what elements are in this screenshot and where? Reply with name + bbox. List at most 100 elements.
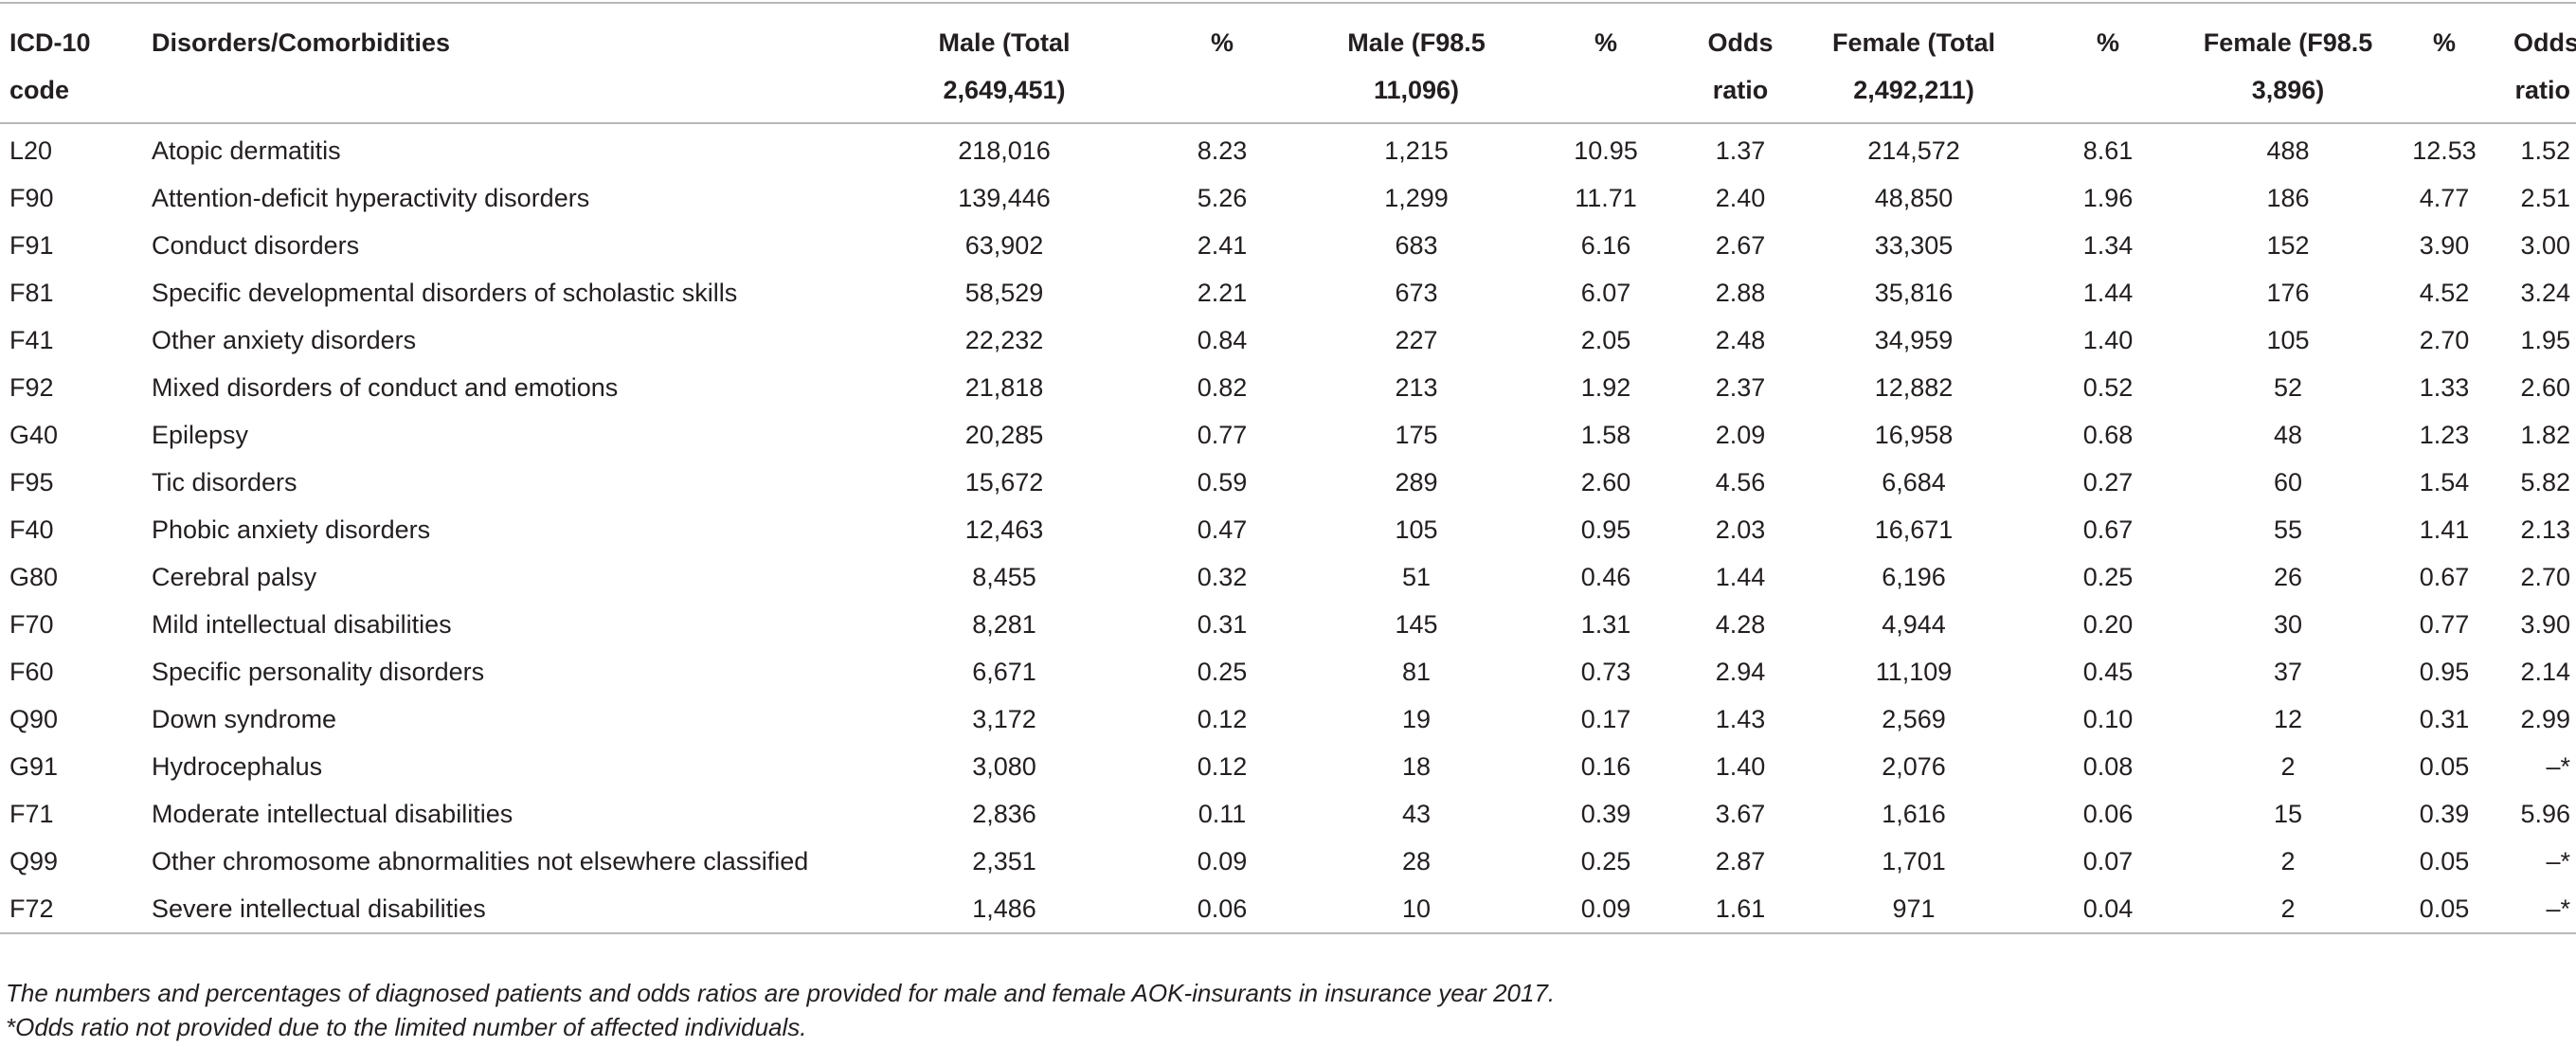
cell-male-total-pct: 5.26 — [1197, 184, 1248, 212]
cell-male-total: 3,172 — [972, 705, 1036, 733]
cell-code: F95 — [9, 468, 54, 496]
cell-male-f985-pct: 1.31 — [1580, 610, 1631, 639]
cell-male-f985: 1,299 — [1384, 184, 1449, 212]
cell-male-odds-ratio: 1.40 — [1715, 752, 1766, 781]
cell-female-total-pct: 8.61 — [2082, 136, 2134, 165]
cell-female-total: 16,671 — [1874, 515, 1954, 544]
cell-male-f985: 19 — [1401, 705, 1432, 733]
cell-disorder: Moderate intellectual disabilities — [152, 800, 513, 828]
cell-male-f985-pct: 0.09 — [1580, 894, 1631, 923]
cell-male-odds-ratio: 2.87 — [1715, 847, 1766, 876]
cell-female-odds-ratio: 1.82 — [2520, 421, 2570, 449]
cell-male-total: 63,902 — [964, 231, 1044, 260]
table-header: ICD-10 code Disorders/Comorbidities Male… — [0, 0, 2576, 123]
cell-female-odds-ratio: 1.52 — [2520, 136, 2570, 165]
cell-female-total-pct: 0.08 — [2082, 752, 2134, 781]
cell-female-f985-pct: 0.05 — [2419, 847, 2470, 876]
cell-male-f985-pct: 2.05 — [1580, 326, 1631, 354]
cell-code: F81 — [9, 279, 54, 307]
cell-female-total: 2,076 — [1882, 752, 1946, 781]
cell-female-odds-ratio: 2.99 — [2520, 705, 2570, 733]
cell-male-odds-ratio: 4.28 — [1715, 610, 1766, 639]
table-row: F91 Conduct disorders 63,902 2.41 683 6.16 2.6… — [0, 222, 2576, 269]
cell-male-f985-pct: 0.16 — [1580, 752, 1631, 781]
cell-male-total: 22,232 — [964, 326, 1044, 354]
cell-female-odds-ratio: 2.14 — [2520, 658, 2570, 686]
cell-female-f985: 26 — [2273, 563, 2303, 591]
cell-code: F70 — [9, 610, 54, 639]
cell-female-total: 48,850 — [1874, 184, 1954, 212]
cell-male-total: 21,818 — [964, 373, 1044, 402]
cell-disorder: Attention-deficit hyperactivity disorder… — [152, 184, 590, 212]
cell-disorder: Cerebral palsy — [152, 563, 317, 591]
cell-code: F40 — [9, 515, 54, 544]
table-row: F60 Specific personality disorders 6,671 0.… — [0, 648, 2576, 695]
cell-male-f985: 213 — [1395, 373, 1438, 402]
cell-female-odds-ratio: 3.24 — [2520, 279, 2570, 307]
cell-female-f985-pct: 0.39 — [2419, 800, 2470, 828]
cell-male-f985-pct: 0.95 — [1580, 515, 1631, 544]
cell-female-f985: 176 — [2266, 279, 2310, 307]
table-row: F70 Mild intellectual disabilities 8,281 0.… — [0, 601, 2576, 648]
header-female-f985: Female (F98.5 3,896) — [2203, 28, 2373, 104]
cell-female-total-pct: 0.10 — [2082, 705, 2134, 733]
cell-male-f985: 145 — [1395, 610, 1438, 639]
cell-female-f985-pct: 12.53 — [2412, 136, 2477, 165]
cell-male-total: 8,281 — [972, 610, 1036, 639]
cell-male-f985: 175 — [1395, 421, 1438, 449]
cell-code: G80 — [9, 563, 59, 591]
cell-female-total-pct: 0.67 — [2082, 515, 2134, 544]
cell-female-total-pct: 1.96 — [2082, 184, 2134, 212]
cell-male-odds-ratio: 2.09 — [1715, 421, 1766, 449]
cell-female-odds-ratio: 2.51 — [2520, 184, 2570, 212]
cell-disorder: Phobic anxiety disorders — [152, 515, 431, 544]
cell-code: F90 — [9, 184, 54, 212]
cell-male-f985-pct: 2.60 — [1580, 468, 1631, 496]
cell-female-f985-pct: 0.77 — [2419, 610, 2470, 639]
cell-disorder: Mixed disorders of conduct and emotions — [152, 373, 619, 402]
cell-female-odds-ratio: 3.90 — [2520, 610, 2570, 639]
cell-female-odds-ratio: 5.96 — [2520, 800, 2570, 828]
cell-male-odds-ratio: 2.88 — [1715, 279, 1766, 307]
header-male-odds-ratio: Odds ratio — [1707, 28, 1774, 104]
cell-disorder: Conduct disorders — [152, 231, 360, 260]
cell-male-total-pct: 2.41 — [1197, 231, 1248, 260]
cell-male-total: 8,455 — [972, 563, 1036, 591]
cell-disorder: Atopic dermatitis — [152, 136, 341, 165]
cell-male-odds-ratio: 4.56 — [1715, 468, 1766, 496]
cell-female-total: 35,816 — [1874, 279, 1954, 307]
header-female-f985-pct: % — [2432, 28, 2456, 57]
header-row: ICD-10 code Disorders/Comorbidities Male… — [0, 0, 2576, 123]
cell-male-total-pct: 0.84 — [1197, 326, 1248, 354]
cell-female-f985-pct: 0.05 — [2419, 894, 2470, 923]
cell-female-f985: 52 — [2273, 373, 2303, 402]
cell-male-f985: 289 — [1395, 468, 1438, 496]
header-female-total-pct: % — [2096, 28, 2119, 57]
cell-male-f985-pct: 10.95 — [1574, 136, 1638, 165]
cell-female-f985-pct: 1.33 — [2419, 373, 2470, 402]
table-row: F90 Attention-deficit hyperactivity disor… — [0, 174, 2576, 222]
cell-male-odds-ratio: 2.03 — [1715, 515, 1766, 544]
cell-code: Q99 — [9, 847, 59, 876]
cell-code: G40 — [9, 421, 59, 449]
cell-male-f985: 227 — [1395, 326, 1438, 354]
cell-code: F72 — [9, 894, 54, 923]
cell-male-total: 6,671 — [972, 658, 1036, 686]
cell-male-total-pct: 0.12 — [1197, 752, 1248, 781]
cell-female-f985: 488 — [2266, 136, 2310, 165]
cell-male-total-pct: 0.12 — [1197, 705, 1248, 733]
cell-female-total-pct: 0.04 — [2082, 894, 2134, 923]
cell-code: L20 — [9, 136, 53, 165]
cell-male-total-pct: 0.47 — [1197, 515, 1248, 544]
cell-code: Q90 — [9, 705, 59, 733]
header-male-total: Male (Total 2,649,451) — [938, 28, 1071, 104]
cell-female-odds-ratio: 5.82 — [2520, 468, 2570, 496]
cell-female-f985: 186 — [2266, 184, 2310, 212]
cell-female-f985: 2 — [2280, 894, 2296, 923]
cell-male-total-pct: 0.31 — [1197, 610, 1248, 639]
cell-female-total: 34,959 — [1874, 326, 1954, 354]
cell-male-total-pct: 8.23 — [1197, 136, 1248, 165]
cell-male-total-pct: 0.32 — [1197, 563, 1248, 591]
cell-male-f985-pct: 1.58 — [1580, 421, 1631, 449]
cell-male-total: 2,836 — [972, 800, 1036, 828]
